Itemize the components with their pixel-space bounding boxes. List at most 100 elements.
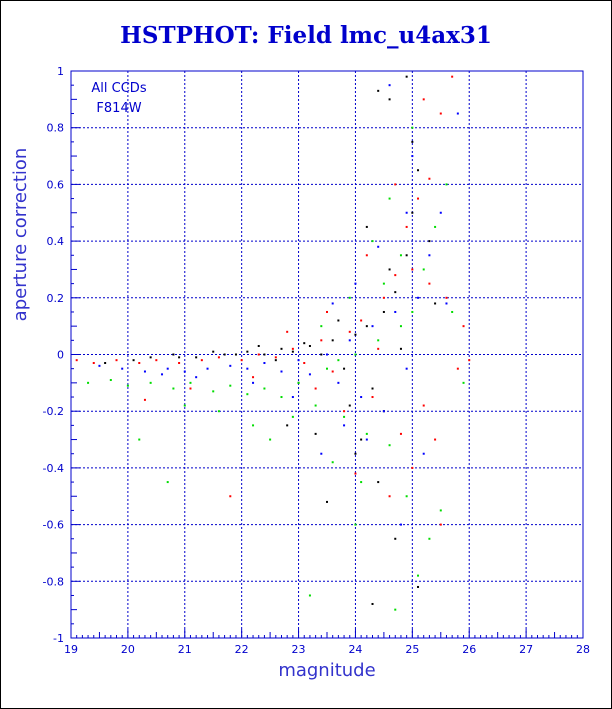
data-point [451,310,454,313]
data-point [149,356,152,359]
data-point [246,393,249,396]
data-point [303,362,306,365]
data-point [337,381,340,384]
data-point [189,381,192,384]
data-point [434,302,437,305]
data-point [445,302,448,305]
data-point [382,296,385,299]
data-point [291,396,294,399]
data-point [246,367,249,370]
data-point [405,254,408,257]
data-point [172,387,175,390]
data-point [428,537,431,540]
data-point [166,481,169,484]
data-point [405,495,408,498]
data-point [178,362,181,365]
data-point [388,98,391,101]
x-tick-label: 28 [576,643,590,656]
data-point [371,325,374,328]
data-point [189,387,192,390]
data-point [348,404,351,407]
data-point [377,245,380,248]
data-point [195,356,198,359]
data-point [252,376,255,379]
data-point [405,225,408,228]
data-point [280,347,283,350]
data-point [263,362,266,365]
axis-ticks [70,70,584,639]
data-point [343,367,346,370]
data-point [399,325,402,328]
data-point [348,296,351,299]
data-point [126,384,129,387]
data-point [371,240,374,243]
data-point [121,367,124,370]
data-point [360,396,363,399]
x-tick-label: 19 [64,643,78,656]
data-point [462,325,465,328]
data-point [297,381,300,384]
tick-labels: 19 20 21 22 23 24 25 26 27 28 -1 -0.8 -0.6 -0.4 -0.2 0 0… [43,65,590,656]
y-tick-label: 0 [57,349,64,362]
data-point [320,353,323,356]
data-point [143,370,146,373]
data-point [217,356,220,359]
data-point [354,452,357,455]
data-point [314,387,317,390]
y-tick-label: -0.8 [43,575,64,588]
data-point [326,353,328,356]
data-point [178,356,181,359]
data-point [377,89,380,92]
data-point [314,432,317,435]
data-point [428,240,431,243]
data-point [252,381,255,384]
data-point [354,472,357,475]
data-point [365,225,368,228]
data-point [439,523,442,526]
data-point [291,415,294,418]
data-point [308,344,311,347]
data-point [382,310,385,313]
data-points [75,75,471,611]
data-point [354,333,357,336]
data-point [343,410,346,413]
data-point [297,359,300,362]
data-point [149,381,152,384]
y-axis-title: aperture correction [10,148,31,322]
data-point [451,75,454,78]
data-point [360,438,363,441]
data-point [354,282,357,285]
data-point [200,359,203,362]
y-tick-label: 0.8 [47,122,65,135]
y-tick-label: 0.4 [47,235,65,248]
data-point [132,359,135,362]
y-tick-label: -1 [53,632,64,645]
data-point [229,495,232,498]
data-point [257,353,260,356]
data-point [411,126,414,129]
data-point [223,353,226,356]
data-point [394,274,397,277]
data-point [75,359,78,362]
data-point [405,211,408,214]
x-tick-label: 25 [405,643,419,656]
annotation-ccds: All CCDs [91,81,146,96]
data-point [212,350,215,353]
data-point [343,415,346,418]
data-point [439,112,442,115]
data-point [195,376,198,379]
y-tick-label: 0.2 [47,292,65,305]
data-point [331,339,334,342]
data-point [422,452,425,455]
data-point [331,302,334,305]
data-point [183,404,186,407]
data-point [417,296,420,299]
y-tick-label: -0.2 [43,405,64,418]
data-point [326,367,328,370]
data-point [428,282,431,285]
data-point [320,452,323,455]
data-point [399,523,402,526]
data-point [388,444,391,447]
data-point [166,367,169,370]
